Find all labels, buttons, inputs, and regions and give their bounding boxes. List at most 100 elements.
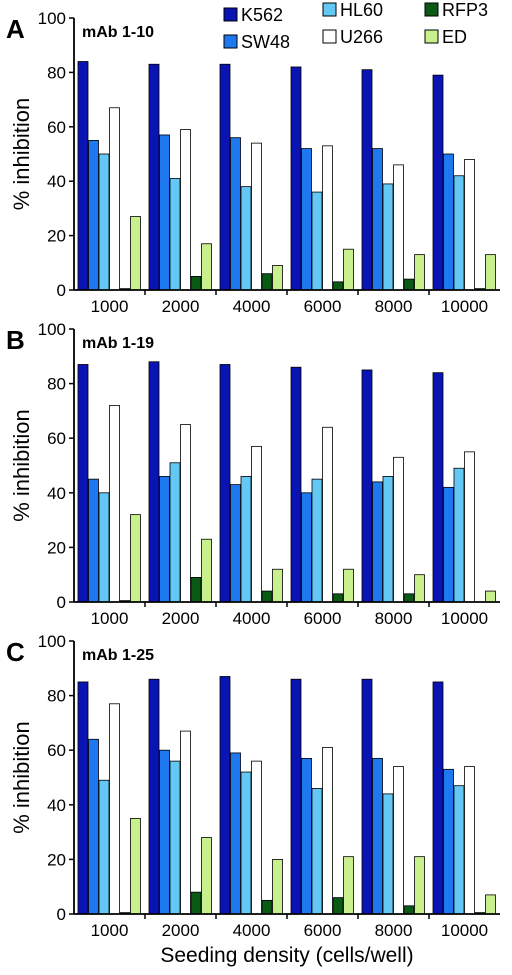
bar-ed-6000 [343, 248, 354, 291]
y-tick-label: 60 [47, 741, 66, 760]
legend-swatch-ed [424, 29, 439, 44]
bar-k562-1000 [77, 364, 89, 603]
bar-k562-4000 [219, 676, 231, 915]
bar-sw48-10000 [443, 768, 454, 915]
panel-letter: C [6, 637, 25, 667]
legend-swatch-k562 [223, 7, 238, 22]
bar-rfp3-8000 [403, 905, 415, 915]
bar-sw48-2000 [159, 476, 170, 603]
legend-swatch-sw48 [223, 34, 238, 49]
x-tick-label: 6000 [304, 921, 342, 940]
bar-k562-8000 [361, 369, 373, 603]
bar-k562-6000 [290, 66, 302, 291]
y-tick-label: 100 [38, 320, 66, 339]
x-tick-label: 4000 [233, 921, 271, 940]
panel-letter: A [6, 14, 25, 44]
y-tick-label: 0 [57, 593, 66, 612]
legend-label-sw48: SW48 [241, 32, 290, 52]
x-tick-label: 2000 [162, 921, 200, 940]
x-tick-label: 6000 [304, 609, 342, 628]
bar-u266-1000 [109, 107, 120, 291]
bar-ed-2000 [201, 243, 212, 291]
bar-sw48-8000 [372, 757, 383, 915]
bar-u266-1000 [109, 405, 120, 603]
legend-swatch-u266 [322, 29, 337, 44]
x-tick-label: 4000 [233, 609, 271, 628]
legend-label-ed: ED [442, 27, 467, 47]
bar-k562-1000 [77, 61, 89, 291]
bar-sw48-10000 [443, 153, 454, 291]
x-tick-label: 10000 [441, 921, 488, 940]
x-tick-label: 1000 [91, 297, 129, 316]
bar-k562-10000 [432, 681, 444, 915]
panel-title: mAb 1-25 [82, 647, 154, 664]
bar-ed-8000 [414, 574, 425, 603]
bar-k562-8000 [361, 678, 373, 915]
bar-k562-10000 [432, 372, 444, 603]
bar-ed-6000 [343, 856, 354, 915]
bar-rfp3-6000 [332, 281, 344, 291]
legend-swatch-hl60 [322, 2, 337, 17]
bar-hl60-2000 [169, 462, 181, 603]
bar-u266-10000 [464, 159, 475, 291]
bar-ed-4000 [272, 568, 283, 603]
bar-sw48-6000 [301, 148, 312, 291]
y-tick-label: 100 [38, 9, 66, 28]
y-tick-label: 20 [47, 227, 66, 246]
bar-ed-1000 [130, 216, 141, 291]
bar-hl60-1000 [98, 492, 110, 603]
x-tick-label: 4000 [233, 297, 271, 316]
bar-u266-8000 [393, 456, 404, 603]
x-tick-label: 8000 [375, 609, 413, 628]
bar-k562-4000 [219, 364, 231, 603]
x-axis-label: Seeding density (cells/well) [160, 944, 413, 967]
bar-sw48-8000 [372, 148, 383, 291]
bar-sw48-4000 [230, 484, 241, 603]
y-tick-label: 40 [47, 172, 66, 191]
bar-rfp3-6000 [332, 593, 344, 603]
x-tick-label: 1000 [91, 609, 129, 628]
y-tick-label: 80 [47, 375, 66, 394]
bar-k562-1000 [77, 681, 89, 915]
bar-rfp3-2000 [190, 275, 202, 291]
bar-hl60-4000 [240, 186, 252, 291]
y-tick-label: 60 [47, 429, 66, 448]
bar-ed-2000 [201, 837, 212, 915]
y-tick-label: 80 [47, 63, 66, 82]
x-tick-label: 2000 [162, 297, 200, 316]
x-tick-label: 6000 [304, 297, 342, 316]
bar-rfp3-6000 [332, 897, 344, 915]
bar-hl60-8000 [382, 476, 394, 603]
bar-u266-2000 [180, 129, 191, 291]
bar-ed-4000 [272, 265, 283, 291]
bar-k562-6000 [290, 678, 302, 915]
x-tick-label: 10000 [441, 297, 488, 316]
bar-k562-6000 [290, 366, 302, 603]
bar-u266-6000 [322, 426, 333, 603]
legend-label-k562: K562 [241, 5, 283, 25]
bar-u266-6000 [322, 145, 333, 291]
bar-sw48-8000 [372, 481, 383, 603]
bar-u266-8000 [393, 164, 404, 291]
bar-ed-4000 [272, 859, 283, 915]
bar-u266-1000 [109, 703, 120, 915]
y-tick-label: 40 [47, 484, 66, 503]
panel-letter: B [6, 325, 25, 355]
bar-hl60-10000 [453, 175, 465, 291]
panel-title: mAb 1-10 [82, 24, 154, 41]
bar-hl60-6000 [311, 191, 323, 291]
bar-sw48-2000 [159, 134, 170, 291]
bar-sw48-10000 [443, 486, 454, 603]
bar-u266-4000 [251, 445, 262, 603]
bar-k562-10000 [432, 74, 444, 291]
bar-hl60-8000 [382, 183, 394, 291]
bar-k562-2000 [148, 678, 160, 915]
bar-hl60-10000 [453, 785, 465, 915]
y-tick-label: 100 [38, 632, 66, 651]
bar-u266-8000 [393, 766, 404, 915]
bar-hl60-2000 [169, 760, 181, 915]
bar-rfp3-8000 [403, 593, 415, 603]
bar-sw48-1000 [88, 478, 99, 603]
